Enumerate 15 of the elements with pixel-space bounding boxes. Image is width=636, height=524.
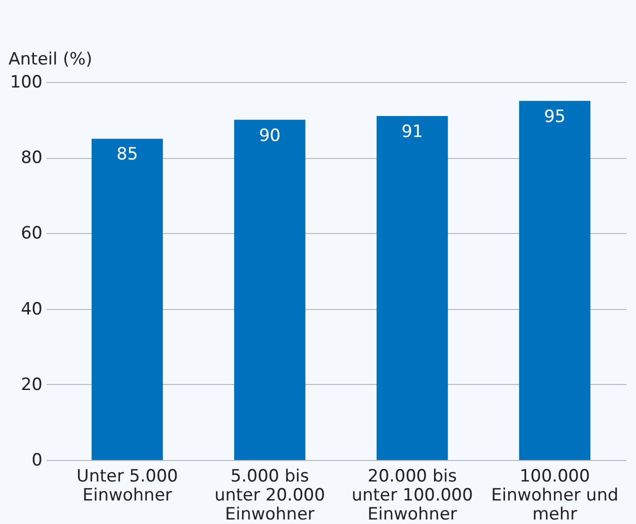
x-tick-label: 100.000 Einwohner und mehr: [491, 466, 618, 524]
y-tick-label: 80: [20, 148, 42, 168]
x-tick-label: Unter 5.000 Einwohner: [76, 466, 178, 506]
y-tick-label: 60: [20, 224, 42, 244]
y-tick-label: 40: [20, 299, 42, 320]
y-tick-label: 100: [10, 72, 42, 92]
x-tick-label: 20.000 bis unter 100.000 Einwohner: [352, 466, 473, 524]
y-tick-label: 20: [20, 374, 42, 395]
data-label: 91: [401, 122, 424, 142]
x-tick-label: 5.000 bis unter 20.000 Einwohner: [214, 466, 326, 524]
data-label: 95: [544, 106, 566, 127]
data-label: 90: [258, 126, 281, 146]
data-label: 85: [116, 144, 138, 165]
y-tick-label: 0: [32, 450, 42, 470]
y-axis-title: Anteil (%): [8, 50, 92, 70]
